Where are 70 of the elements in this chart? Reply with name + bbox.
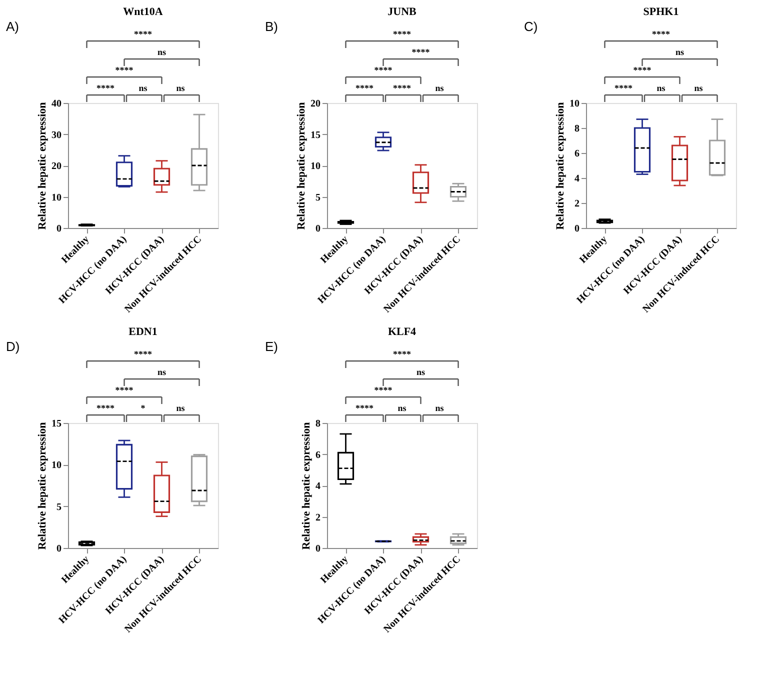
y-tick-label: 0 (574, 224, 580, 234)
text: **** (115, 65, 134, 75)
text: **** (614, 83, 633, 93)
text: ns (138, 83, 148, 93)
y-tick-label: 10 (52, 460, 62, 472)
y-tick-label: 10 (310, 161, 320, 172)
chart-title: EDN1 (128, 326, 158, 338)
text: * (140, 403, 146, 413)
text: ns (435, 403, 444, 413)
chart-title: SPHK1 (643, 6, 679, 18)
y-tick-label: 6 (574, 148, 580, 160)
y-axis-title: Relative hepatic expression (296, 102, 308, 230)
text: **** (412, 47, 430, 57)
text: A) (6, 19, 19, 34)
text: ns (176, 403, 186, 413)
y-tick-label: 0 (56, 544, 62, 554)
y-tick-label: 8 (574, 124, 580, 134)
chart-title: Wnt10A (123, 6, 163, 18)
text: **** (652, 29, 670, 39)
text: **** (356, 403, 374, 413)
y-tick-label: 4 (316, 481, 320, 492)
text: **** (393, 29, 412, 39)
text: **** (374, 385, 393, 395)
y-tick-label: 15 (52, 418, 62, 430)
text: ns (157, 47, 166, 57)
text: ns (656, 83, 666, 93)
y-axis-title: Relative hepatic expression (554, 102, 566, 230)
text: B) (265, 19, 278, 34)
y-tick-label: 10 (570, 98, 580, 110)
y-tick-label: 20 (310, 98, 320, 110)
text: **** (356, 83, 374, 93)
y-tick-label: 5 (56, 502, 62, 513)
chart-title: KLF4 (388, 326, 417, 338)
text: **** (134, 29, 152, 39)
text: **** (134, 349, 152, 359)
text: **** (374, 65, 393, 75)
text: **** (115, 385, 134, 395)
text: **** (633, 65, 652, 75)
y-tick-label: 2 (574, 198, 580, 210)
y-axis-title: Relative hepatic expression (36, 102, 48, 230)
y-tick-label: 10 (52, 192, 62, 204)
text: C) (524, 19, 538, 34)
text: ns (398, 403, 407, 413)
y-tick-label: 8 (316, 418, 320, 430)
text: ns (675, 47, 684, 57)
text: **** (393, 83, 412, 93)
y-axis-title: Relative hepatic expression (300, 422, 312, 550)
y-axis-title: Relative hepatic expression (36, 422, 48, 550)
y-tick-label: 2 (316, 512, 320, 524)
text: ns (176, 83, 186, 93)
text: **** (96, 403, 115, 413)
text: ns (694, 83, 704, 93)
y-tick-label: 20 (52, 161, 62, 172)
y-tick-label: 0 (316, 224, 320, 234)
y-tick-label: 6 (316, 450, 320, 461)
y-tick-label: 4 (574, 174, 580, 184)
y-tick-label: 0 (316, 544, 320, 554)
y-tick-label: 0 (56, 224, 62, 234)
y-tick-label: 30 (52, 130, 62, 141)
text: ns (416, 367, 426, 377)
y-tick-label: 5 (316, 192, 320, 204)
y-tick-label: 40 (52, 98, 62, 110)
text: ns (157, 367, 166, 377)
y-tick-label: 15 (310, 130, 320, 141)
text: **** (393, 349, 412, 359)
text: **** (96, 83, 115, 93)
chart-title: JUNB (388, 6, 418, 18)
text: E) (265, 339, 278, 354)
text: D) (6, 339, 20, 354)
text: ns (435, 83, 444, 93)
